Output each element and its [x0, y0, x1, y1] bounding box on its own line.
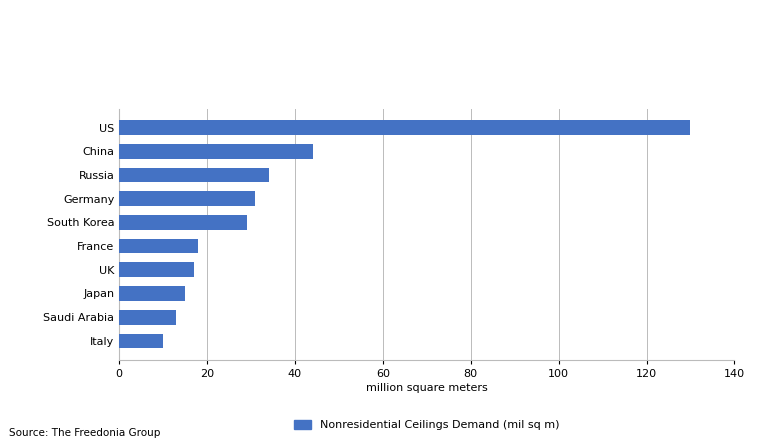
Text: ®: ®	[713, 68, 720, 78]
Text: Freedonia: Freedonia	[611, 75, 694, 90]
Bar	[119, 262, 194, 277]
Legend: Nonresidential Ceilings Demand (mil sq m): Nonresidential Ceilings Demand (mil sq m…	[290, 416, 564, 435]
Bar	[119, 333, 163, 348]
Bar	[119, 215, 247, 230]
X-axis label: million square meters: million square meters	[366, 383, 488, 393]
Bar	[119, 167, 268, 182]
Bar	[119, 286, 185, 301]
Text: Source: The Freedonia Group: Source: The Freedonia Group	[9, 428, 161, 438]
Bar	[119, 120, 691, 135]
Bar	[119, 310, 176, 325]
Bar	[119, 239, 198, 254]
Text: Figure 3-2 | Nonresidential Ceilings: Leading Country Markets, 2020 (million squ: Figure 3-2 | Nonresidential Ceilings: Le…	[9, 20, 621, 34]
Bar	[119, 144, 312, 159]
Bar	[119, 191, 255, 206]
